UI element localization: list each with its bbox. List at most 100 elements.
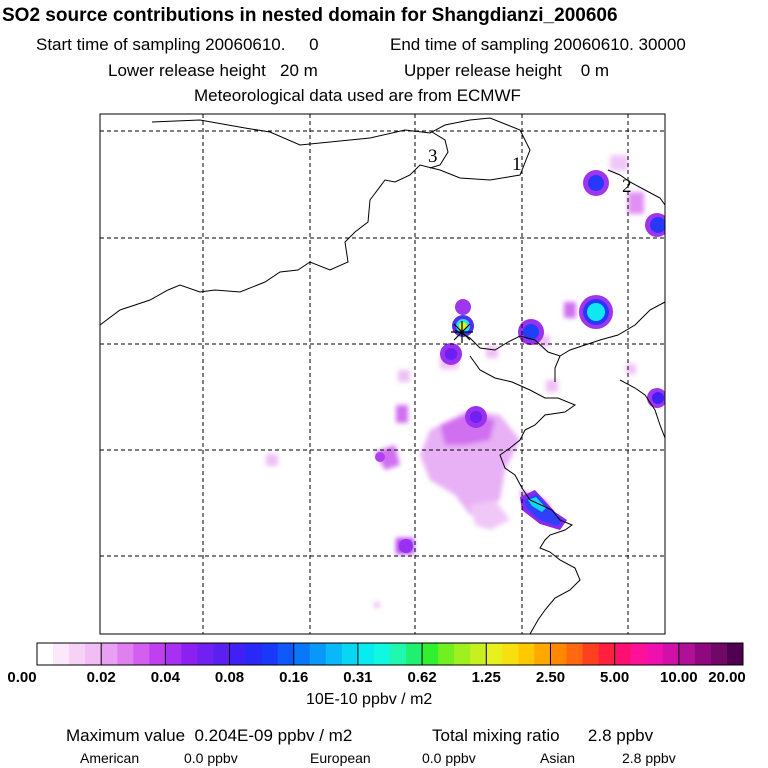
american-label: American bbox=[80, 750, 140, 766]
plume-patch bbox=[610, 155, 628, 171]
total-mixing-ratio: Total mixing ratio 2.8 ppbv bbox=[432, 726, 654, 745]
plume-patch bbox=[398, 370, 410, 382]
colorbar-tick-label: 5.00 bbox=[600, 669, 630, 686]
colorbar bbox=[37, 643, 744, 665]
colorbar-cell bbox=[53, 643, 70, 665]
colorbar-tick-label: 0.31 bbox=[343, 669, 373, 686]
colorbar-cell bbox=[518, 643, 535, 665]
hotspot bbox=[399, 539, 413, 553]
plot-title: SO2 source contributions in nested domai… bbox=[2, 5, 618, 26]
hotspot bbox=[588, 175, 604, 191]
colorbar-tick-label: 0.16 bbox=[279, 669, 309, 686]
met-data-source: Meteorological data used are from ECMWF bbox=[194, 86, 521, 105]
colorbar-tick-label: 20.00 bbox=[708, 669, 746, 686]
colorbar-cell bbox=[133, 643, 150, 665]
colorbar-units: 10E-10 ppbv / m2 bbox=[306, 691, 433, 708]
colorbar-tick-label: 1.25 bbox=[471, 669, 501, 686]
colorbar-cell bbox=[566, 643, 583, 665]
colorbar-tick-label: 0.62 bbox=[407, 669, 437, 686]
hotspot bbox=[587, 303, 605, 321]
colorbar-cell bbox=[582, 643, 599, 665]
colorbar-tick-label: 0.02 bbox=[86, 669, 116, 686]
colorbar-cell bbox=[710, 643, 728, 665]
colorbar-cell bbox=[325, 643, 343, 665]
maximum-value: Maximum value 0.204E-09 ppbv / m2 bbox=[66, 726, 353, 745]
colorbar-cell bbox=[373, 643, 391, 665]
plume-patch bbox=[546, 380, 558, 392]
colorbar-cell bbox=[277, 643, 295, 665]
colorbar-cell bbox=[598, 643, 616, 665]
start-time: Start time of sampling 20060610. 0 bbox=[36, 35, 319, 54]
concentration-field bbox=[266, 155, 644, 608]
colorbar-tick-label: 2.50 bbox=[535, 669, 566, 686]
map-frame bbox=[99, 113, 666, 635]
plume-patch bbox=[396, 405, 408, 423]
colorbar-cell bbox=[630, 643, 648, 665]
plume-patch bbox=[375, 445, 400, 470]
receptor-site-marker bbox=[451, 321, 473, 343]
colorbar-cell bbox=[678, 643, 696, 665]
american-value: 0.0 ppbv bbox=[184, 750, 238, 766]
colorbar-cell bbox=[534, 643, 551, 665]
hotspot bbox=[470, 411, 482, 423]
colorbar-cell bbox=[341, 643, 359, 665]
map-label: 1 bbox=[512, 154, 522, 175]
colorbar-cell bbox=[646, 643, 664, 665]
plume-patch bbox=[564, 302, 576, 318]
colorbar-cell bbox=[662, 643, 680, 665]
hotspot bbox=[459, 322, 467, 330]
colorbar-cell bbox=[101, 643, 118, 665]
coastlines bbox=[100, 117, 665, 634]
hotspot bbox=[455, 299, 471, 315]
colorbar-cell bbox=[293, 643, 311, 665]
colorbar-cell bbox=[85, 643, 102, 665]
colorbar-cell bbox=[37, 643, 54, 665]
colorbar-cell bbox=[69, 643, 86, 665]
colorbar-cell bbox=[614, 643, 632, 665]
plume-patch bbox=[628, 192, 644, 214]
colorbar-frame bbox=[36, 642, 744, 666]
colorbar-cell bbox=[149, 643, 166, 665]
colorbar-cell bbox=[357, 643, 375, 665]
european-value: 0.0 ppbv bbox=[422, 750, 476, 766]
hotspot bbox=[375, 452, 385, 462]
hotspot bbox=[650, 217, 665, 233]
colorbar-cell bbox=[165, 643, 182, 665]
european-label: European bbox=[310, 750, 371, 766]
plume-patch bbox=[486, 346, 498, 358]
hotspot bbox=[652, 392, 664, 404]
lower-release-height: Lower release height 20 m bbox=[108, 61, 318, 80]
asian-value: 2.8 ppbv bbox=[622, 750, 676, 766]
colorbar-cell bbox=[486, 643, 503, 665]
colorbar-cell bbox=[181, 643, 198, 665]
colorbar-cell bbox=[406, 643, 423, 665]
colorbar-cell bbox=[390, 643, 407, 665]
colorbar-cell bbox=[197, 643, 214, 665]
upper-release-height: Upper release height 0 m bbox=[404, 61, 610, 80]
colorbar-tick-label: 0.08 bbox=[214, 669, 245, 686]
colorbar-cell bbox=[117, 643, 134, 665]
plume-patch bbox=[266, 454, 278, 466]
end-time: End time of sampling 20060610. 30000 bbox=[390, 35, 686, 54]
plume-patch bbox=[470, 500, 510, 530]
plume-patch bbox=[374, 602, 380, 608]
colorbar-cell bbox=[550, 643, 567, 665]
colorbar-cell bbox=[470, 643, 487, 665]
graticule bbox=[100, 114, 665, 634]
colorbar-cell bbox=[694, 643, 712, 665]
colorbar-cell bbox=[309, 643, 327, 665]
map-label: 3 bbox=[428, 146, 438, 167]
plume-patch bbox=[626, 364, 636, 374]
colorbar-cell bbox=[213, 643, 230, 665]
colorbar-tick-label: 0.04 bbox=[150, 669, 180, 686]
colorbar-cell bbox=[502, 643, 519, 665]
colorbar-cell bbox=[245, 643, 263, 665]
colorbar-cell bbox=[454, 643, 471, 665]
colorbar-cell bbox=[438, 643, 455, 665]
colorbar-tick-label: 0.00 bbox=[7, 669, 37, 686]
colorbar-cell bbox=[229, 643, 246, 665]
asian-label: Asian bbox=[540, 750, 576, 766]
map-label: 2 bbox=[622, 176, 632, 197]
colorbar-cell bbox=[422, 643, 439, 665]
